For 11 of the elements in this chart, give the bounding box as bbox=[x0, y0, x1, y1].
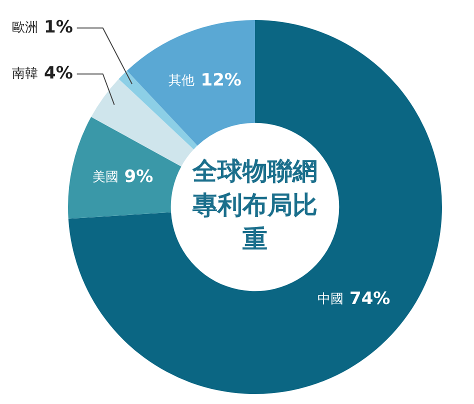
data-label: 1% bbox=[44, 17, 73, 38]
data-label: 74% bbox=[349, 289, 390, 310]
data-label: 12% bbox=[200, 70, 242, 90]
slice-label: 南韓 bbox=[12, 66, 38, 82]
slice-label: 歐洲 bbox=[12, 20, 38, 36]
data-label: 9% bbox=[124, 166, 154, 187]
slice-label: 中國 bbox=[317, 292, 344, 308]
slice-label: 美國 bbox=[92, 168, 118, 185]
slice-label: 其他 bbox=[168, 73, 195, 88]
text: 全球物聯網專利布局比重 bbox=[192, 156, 318, 254]
data-label: 4% bbox=[44, 63, 73, 84]
